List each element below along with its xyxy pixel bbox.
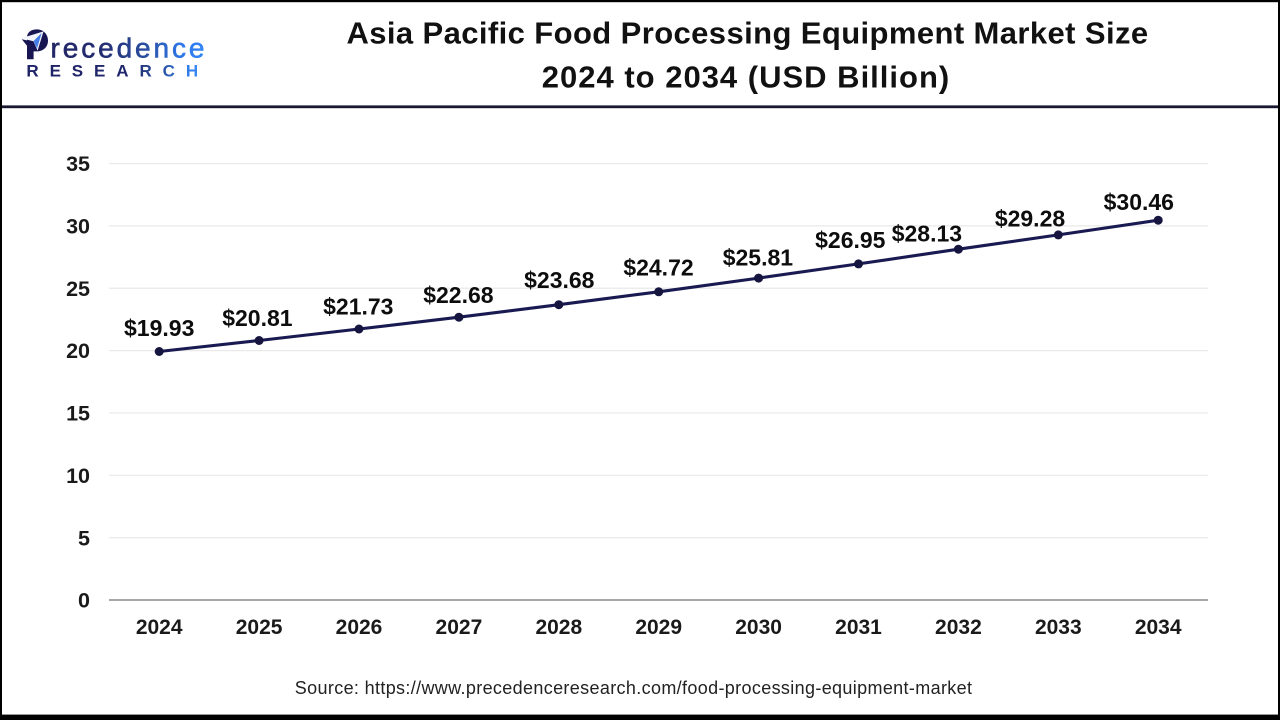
svg-text:25: 25 [66,277,90,301]
svg-text:2024 to 2034 (USD Billion): 2024 to 2034 (USD Billion) [542,60,950,95]
svg-text:$25.81: $25.81 [723,245,794,271]
svg-text:10: 10 [66,464,90,488]
svg-text:20: 20 [66,339,90,363]
svg-text:2031: 2031 [835,616,882,639]
svg-text:2028: 2028 [535,616,582,639]
svg-text:Source: https://www.precedence: Source: https://www.precedenceresearch.c… [295,678,973,698]
svg-text:2026: 2026 [336,616,383,639]
svg-text:15: 15 [66,402,90,426]
svg-text:$30.46: $30.46 [1104,189,1174,215]
svg-text:2030: 2030 [735,616,782,639]
svg-text:0: 0 [78,589,90,613]
svg-text:$28.13: $28.13 [892,220,962,246]
svg-text:5: 5 [78,526,90,550]
svg-text:$21.73: $21.73 [323,293,393,319]
svg-text:RESEARCH: RESEARCH [26,62,209,81]
svg-text:30: 30 [66,215,90,239]
svg-text:$26.95: $26.95 [815,227,886,253]
svg-text:35: 35 [66,152,90,176]
svg-text:$19.93: $19.93 [124,315,194,341]
svg-text:$24.72: $24.72 [623,255,693,281]
svg-text:2032: 2032 [935,616,982,639]
svg-text:2034: 2034 [1135,616,1182,639]
svg-text:Asia Pacific Food Processing E: Asia Pacific Food Processing Equipment M… [346,16,1148,51]
svg-text:$20.81: $20.81 [222,305,293,331]
svg-text:2033: 2033 [1035,616,1082,639]
svg-text:2025: 2025 [236,616,283,639]
svg-text:2027: 2027 [436,616,483,639]
svg-text:$29.28: $29.28 [995,205,1066,231]
svg-text:$22.68: $22.68 [423,282,494,308]
svg-text:2029: 2029 [635,616,682,639]
svg-text:$23.68: $23.68 [524,267,595,293]
svg-text:recedence: recedence [51,33,208,64]
svg-text:2024: 2024 [136,616,183,639]
